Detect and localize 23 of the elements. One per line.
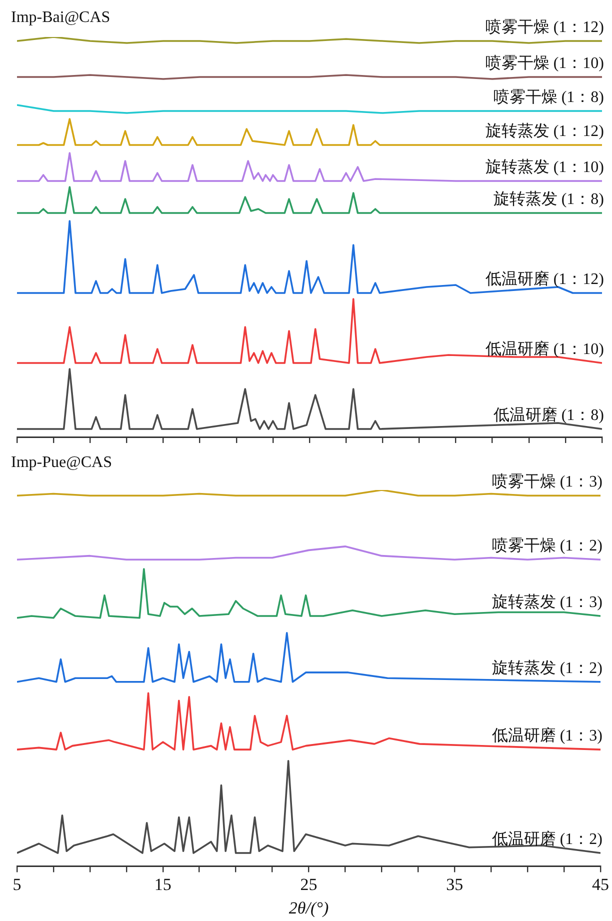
x-tick-label: 5 (12, 874, 22, 894)
series-label: 旋转蒸发 (1：12) (485, 122, 604, 140)
x-tick-label: 15 (154, 874, 172, 894)
x-tick-label: 45 (592, 874, 609, 894)
series-label: 低温研磨 (1：12) (485, 270, 604, 288)
series-label: 低温研磨 (1：2) (492, 830, 602, 848)
series-label: 喷雾干燥 (1：12) (485, 18, 604, 36)
series-label: 喷雾干燥 (1：2) (492, 536, 602, 555)
series-label: 喷雾干燥 (1：10) (485, 54, 604, 72)
x-tick-label: 35 (446, 874, 464, 894)
series-label: 旋转蒸发 (1：10) (485, 158, 604, 176)
text: Imp-Pue@CAS (11, 454, 112, 472)
text: Imp-Bai@CAS (11, 9, 110, 26)
series-label: 喷雾干燥 (1：8) (493, 88, 604, 106)
series-label: 低温研磨 (1：10) (485, 340, 604, 358)
series-label: 旋转蒸发 (1：8) (493, 190, 604, 208)
series-label: 旋转蒸发 (1：2) (492, 658, 602, 677)
series-label: 喷雾干燥 (1：3) (492, 472, 602, 491)
x-tick-label: 25 (300, 874, 318, 894)
series-label: 旋转蒸发 (1：3) (492, 593, 602, 612)
x-axis-title: 2θ/(°) (288, 898, 329, 918)
series-label: 低温研磨 (1：8) (493, 406, 604, 424)
series-label: 低温研磨 (1：3) (492, 726, 602, 745)
